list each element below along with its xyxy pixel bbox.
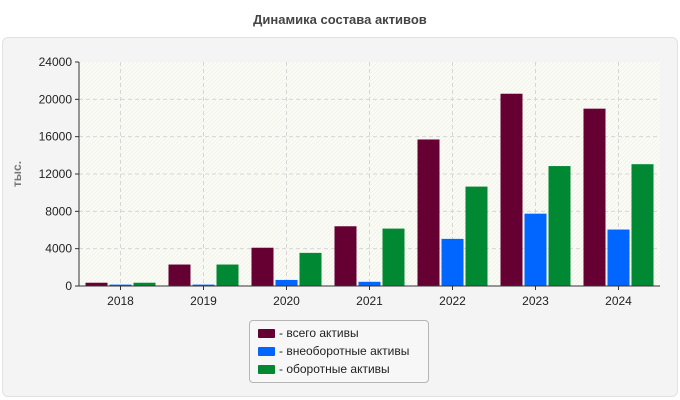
bar-current-2018 bbox=[133, 282, 156, 286]
x-tick-label: 2024 bbox=[605, 294, 632, 308]
bar-total-2020 bbox=[251, 247, 274, 286]
bar-total-2024 bbox=[583, 108, 606, 287]
bar-noncurrent-2022 bbox=[441, 238, 464, 286]
y-tick-label: 16000 bbox=[39, 130, 73, 144]
legend-swatch-total bbox=[258, 328, 275, 338]
bar-current-2021 bbox=[382, 228, 405, 286]
x-tick-label: 2022 bbox=[439, 294, 466, 308]
x-tick-label: 2023 bbox=[522, 294, 549, 308]
bar-total-2023 bbox=[500, 93, 523, 286]
chart-title: Динамика состава активов bbox=[253, 12, 427, 27]
bar-noncurrent-2020 bbox=[275, 279, 298, 286]
bar-noncurrent-2018 bbox=[109, 284, 132, 286]
bars bbox=[85, 93, 654, 287]
y-tick-label: 4000 bbox=[45, 242, 72, 256]
bar-current-2022 bbox=[465, 186, 488, 286]
bar-current-2024 bbox=[631, 164, 654, 286]
legend-item-current: - оборотные активы bbox=[258, 360, 428, 378]
y-tick-labels: 0 4000 8000 12000 16000 20000 24000 bbox=[39, 55, 79, 293]
bar-noncurrent-2019 bbox=[192, 284, 215, 286]
legend: - всего активы - внеоборотные активы - о… bbox=[249, 320, 429, 383]
x-tick-label: 2020 bbox=[273, 294, 300, 308]
legend-swatch-current bbox=[258, 364, 275, 374]
bar-current-2019 bbox=[216, 264, 239, 286]
bar-current-2020 bbox=[299, 252, 322, 286]
bar-total-2022 bbox=[417, 139, 440, 286]
bar-noncurrent-2024 bbox=[607, 229, 630, 286]
legend-item-noncurrent: - внеоборотные активы bbox=[258, 342, 428, 360]
x-tick-labels: 2018 2019 2020 2021 2022 2023 2024 bbox=[107, 286, 632, 308]
bar-noncurrent-2023 bbox=[524, 213, 547, 286]
legend-label-current: - оборотные активы bbox=[279, 362, 390, 376]
bar-noncurrent-2021 bbox=[358, 281, 381, 286]
y-tick-label: 24000 bbox=[39, 55, 73, 69]
x-tick-label: 2018 bbox=[107, 294, 134, 308]
x-tick-label: 2021 bbox=[356, 294, 383, 308]
bar-total-2019 bbox=[168, 264, 191, 286]
bar-current-2023 bbox=[548, 166, 571, 286]
y-tick-label: 0 bbox=[65, 279, 72, 293]
legend-label-total: - всего активы bbox=[279, 326, 359, 340]
bar-total-2021 bbox=[334, 226, 357, 286]
y-tick-label: 12000 bbox=[39, 167, 73, 181]
legend-label-noncurrent: - внеоборотные активы bbox=[279, 344, 410, 358]
y-axis-label: тыс. bbox=[10, 161, 24, 187]
bar-total-2018 bbox=[85, 282, 108, 286]
y-tick-label: 20000 bbox=[39, 92, 73, 106]
y-tick-label: 8000 bbox=[45, 204, 72, 218]
x-tick-label: 2019 bbox=[190, 294, 217, 308]
legend-item-total: - всего активы bbox=[258, 324, 428, 342]
legend-swatch-noncurrent bbox=[258, 346, 275, 356]
